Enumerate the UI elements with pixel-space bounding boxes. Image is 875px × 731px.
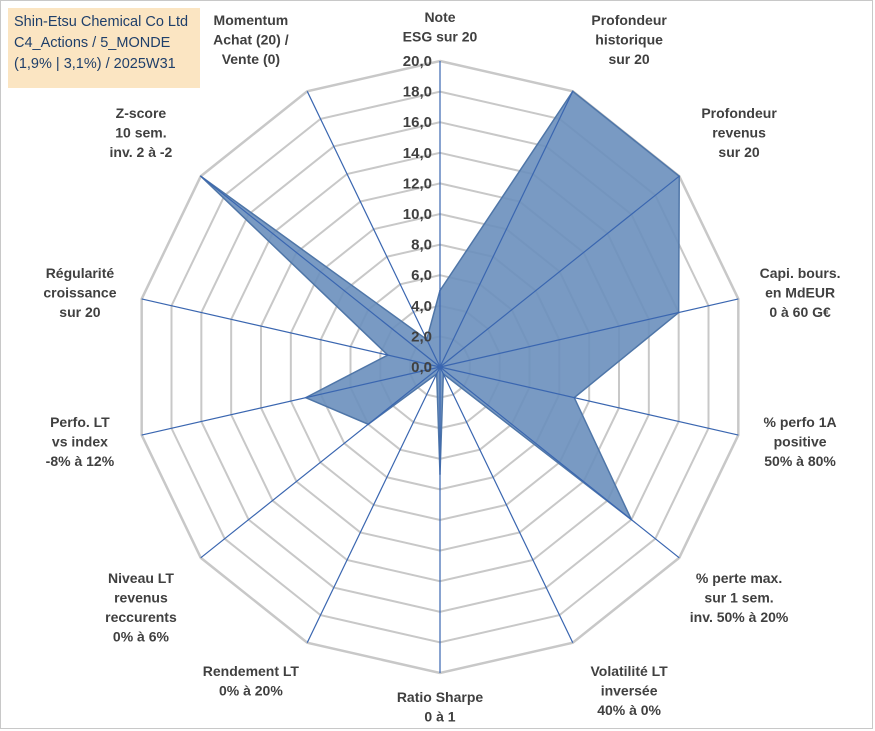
axis-label-line: revenus [114, 590, 168, 606]
axis-label: Rendement LT 0% à 20% [203, 663, 300, 699]
axis-label-line: vs index [52, 433, 108, 449]
axis-label-line: 0% à 20% [219, 682, 283, 698]
axis-spoke [439, 298, 739, 368]
axis-label: % perfo 1A positive 50% à 80% [764, 414, 837, 469]
axis-label-line: 0 à 1 [424, 709, 455, 725]
axis-label-line: Achat (20) / [213, 32, 289, 48]
tick-label: 6,0 [411, 267, 432, 284]
tick-label: 12,0 [403, 175, 432, 192]
axis-label: Volatilité LT inversée 40% à 0% [590, 663, 668, 718]
tick-label: 10,0 [403, 206, 432, 223]
axis-label-line: sur 1 sem. [704, 590, 773, 606]
radar-tick-labels: 0,0 2,0 4,0 6,0 8,0 10,0 12,0 14,0 16,0 18,0 20,0 [403, 53, 432, 376]
axis-spoke [141, 366, 441, 436]
axis-label-line: positive [774, 433, 827, 449]
axis-label-line: inv. 50% à 20% [690, 609, 789, 625]
axis-spoke [200, 175, 441, 368]
axis-label: % perte max. sur 1 sem. inv. 50% à 20% [690, 570, 789, 625]
axis-label-line: reccurents [105, 609, 177, 625]
radar-spokes [141, 61, 739, 673]
axis-label-line: Note [424, 9, 455, 25]
axis-label-line: inversée [601, 682, 658, 698]
axis-label: Profondeur revenus sur 20 [701, 105, 777, 160]
axis-label-line: Régularité [46, 265, 115, 281]
axis-label-line: 50% à 80% [764, 453, 836, 469]
axis-spoke [306, 91, 441, 368]
tick-label: 2,0 [411, 328, 432, 345]
axis-label-line: sur 20 [718, 144, 759, 160]
axis-spoke [439, 175, 680, 368]
axis-label-line: Ratio Sharpe [397, 689, 484, 705]
axis-label-line: Perfo. LT [50, 414, 110, 430]
axis-label-line: Profondeur [591, 12, 667, 28]
chart-title-box: Shin-Etsu Chemical Co Ltd C4_Actions / 5… [8, 8, 200, 88]
tick-label: 4,0 [411, 298, 432, 315]
axis-label-line: 0% à 6% [113, 629, 170, 645]
title-company: Shin-Etsu Chemical Co Ltd [14, 14, 189, 30]
axis-label-line: Capi. bours. [760, 265, 841, 281]
axis-label: Régularité croissance sur 20 [43, 265, 116, 320]
tick-label: 0,0 [411, 359, 432, 376]
axis-label-line: 10 sem. [115, 124, 166, 140]
tick-label: 16,0 [403, 114, 432, 131]
axis-label-line: inv. 2 à -2 [110, 144, 173, 160]
axis-label: Perfo. LT vs index -8% à 12% [46, 414, 115, 469]
axis-label: Ratio Sharpe 0 à 1 [397, 689, 484, 725]
title-period: (1,9% | 3,1%) / 2025W31 [14, 56, 176, 72]
radar-axis-labels: Note ESG sur 20 Profondeur historique sur 20… [43, 9, 840, 725]
axis-label-line: Profondeur [701, 105, 777, 121]
tick-label: 8,0 [411, 237, 432, 254]
axis-label-line: Volatilité LT [590, 663, 668, 679]
axis-spoke [439, 366, 739, 436]
axis-label-line: -8% à 12% [46, 453, 115, 469]
axis-label-line: revenus [712, 124, 766, 140]
tick-label: 14,0 [403, 145, 432, 162]
axis-label-line: Niveau LT [108, 570, 174, 586]
axis-label-line: en MdEUR [765, 285, 835, 301]
tick-label: 18,0 [403, 84, 432, 101]
tick-label: 20,0 [403, 53, 432, 70]
axis-spoke [200, 366, 441, 559]
axis-label-line: Z-score [116, 105, 167, 121]
axis-label-line: Rendement LT [203, 663, 300, 679]
axis-label-line: croissance [43, 285, 116, 301]
axis-label-line: sur 20 [608, 51, 649, 67]
axis-spoke [306, 366, 441, 643]
axis-label-line: % perfo 1A [764, 414, 837, 430]
axis-label-line: historique [595, 32, 663, 48]
axis-spoke [439, 366, 680, 559]
axis-label: Profondeur historique sur 20 [591, 12, 667, 67]
axis-label-line: 0 à 60 G€ [769, 304, 831, 320]
axis-label: Note ESG sur 20 [403, 9, 478, 45]
axis-label-line: 40% à 0% [597, 702, 661, 718]
axis-spoke [141, 298, 441, 368]
axis-spoke [439, 366, 574, 643]
axis-label-line: Vente (0) [222, 51, 280, 67]
axis-label: Z-score 10 sem. inv. 2 à -2 [110, 105, 173, 160]
axis-label: Niveau LT revenus reccurents 0% à 6% [105, 570, 177, 645]
axis-label: Momentum Achat (20) / Vente (0) [213, 12, 289, 67]
title-category: C4_Actions / 5_MONDE [14, 35, 171, 51]
axis-label-line: ESG sur 20 [403, 29, 478, 45]
axis-label-line: Momentum [214, 12, 289, 28]
axis-spoke [439, 91, 574, 368]
axis-label-line: sur 20 [59, 304, 100, 320]
axis-label-line: % perte max. [696, 570, 782, 586]
axis-label: Capi. bours. en MdEUR 0 à 60 G€ [760, 265, 841, 320]
